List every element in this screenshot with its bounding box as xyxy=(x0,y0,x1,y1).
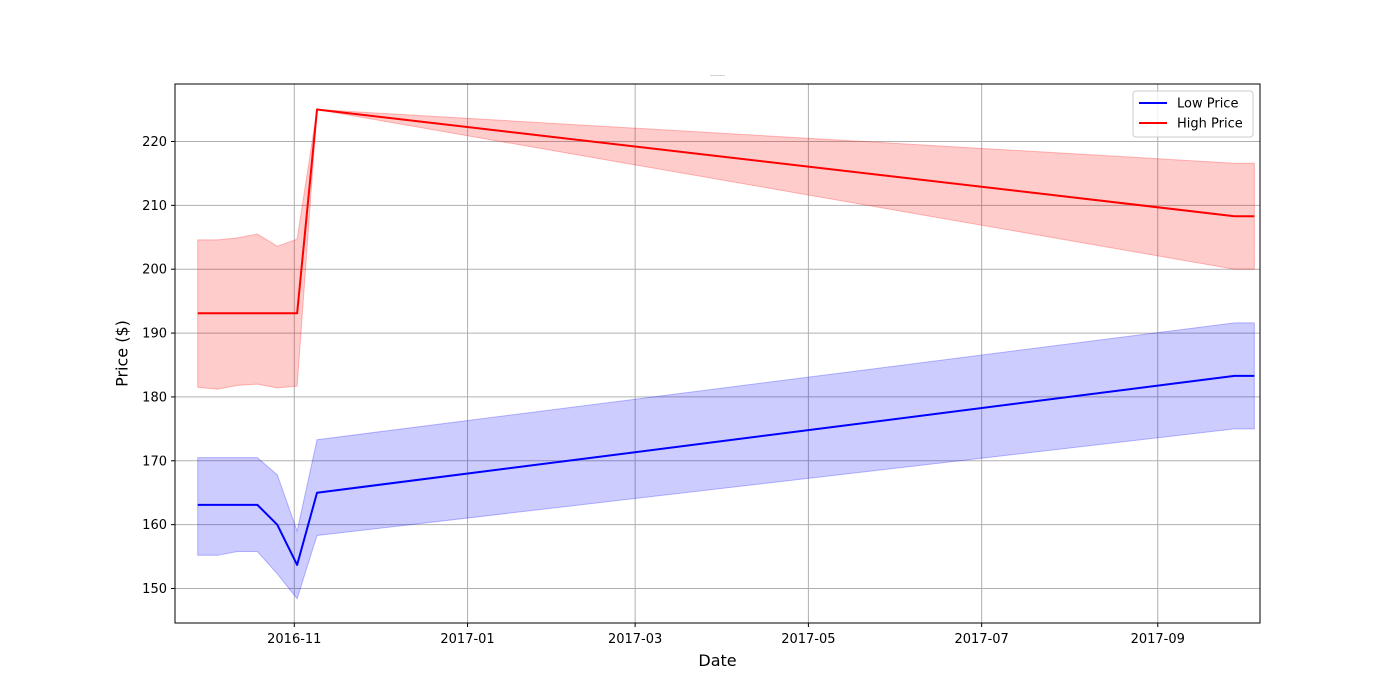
y-tick-label: 170 xyxy=(142,454,167,469)
y-tick-label: 200 xyxy=(142,263,167,278)
grid xyxy=(175,84,1260,623)
y-tick-label: 180 xyxy=(142,390,167,405)
y-tick-label: 210 xyxy=(142,199,167,214)
legend-label-low-price: Low Price xyxy=(1177,97,1238,112)
y-tick-label: 220 xyxy=(142,135,167,150)
chart-title: ————— xyxy=(710,73,725,77)
band-high-price xyxy=(197,108,1255,390)
axis-ticks: 2016-11 2017-01 2017-03 2017-05 2017-07 2017-… xyxy=(142,135,1185,647)
legend-label-high-price: High Price xyxy=(1177,117,1243,132)
x-tick-label: 2017-01 xyxy=(440,632,494,647)
x-tick-label: 2017-09 xyxy=(1131,632,1185,647)
line-low-price xyxy=(197,374,1255,566)
line-high-price xyxy=(197,108,1255,315)
x-axis-label: Date xyxy=(698,651,736,670)
x-tick-label: 2017-05 xyxy=(781,632,835,647)
y-axis-label: Price ($) xyxy=(113,320,132,387)
confidence-bands xyxy=(197,108,1255,600)
y-tick-label: 160 xyxy=(142,518,167,533)
legend: Low Price High Price xyxy=(1132,90,1254,138)
x-tick-label: 2017-07 xyxy=(954,632,1008,647)
y-tick-label: 150 xyxy=(142,582,167,597)
x-tick-label: 2017-03 xyxy=(608,632,662,647)
series-lines xyxy=(197,108,1255,566)
y-tick-label: 190 xyxy=(142,327,167,342)
band-low-price xyxy=(197,322,1255,600)
plot-area-frame xyxy=(174,83,1261,624)
x-tick-label: 2016-11 xyxy=(267,632,321,647)
